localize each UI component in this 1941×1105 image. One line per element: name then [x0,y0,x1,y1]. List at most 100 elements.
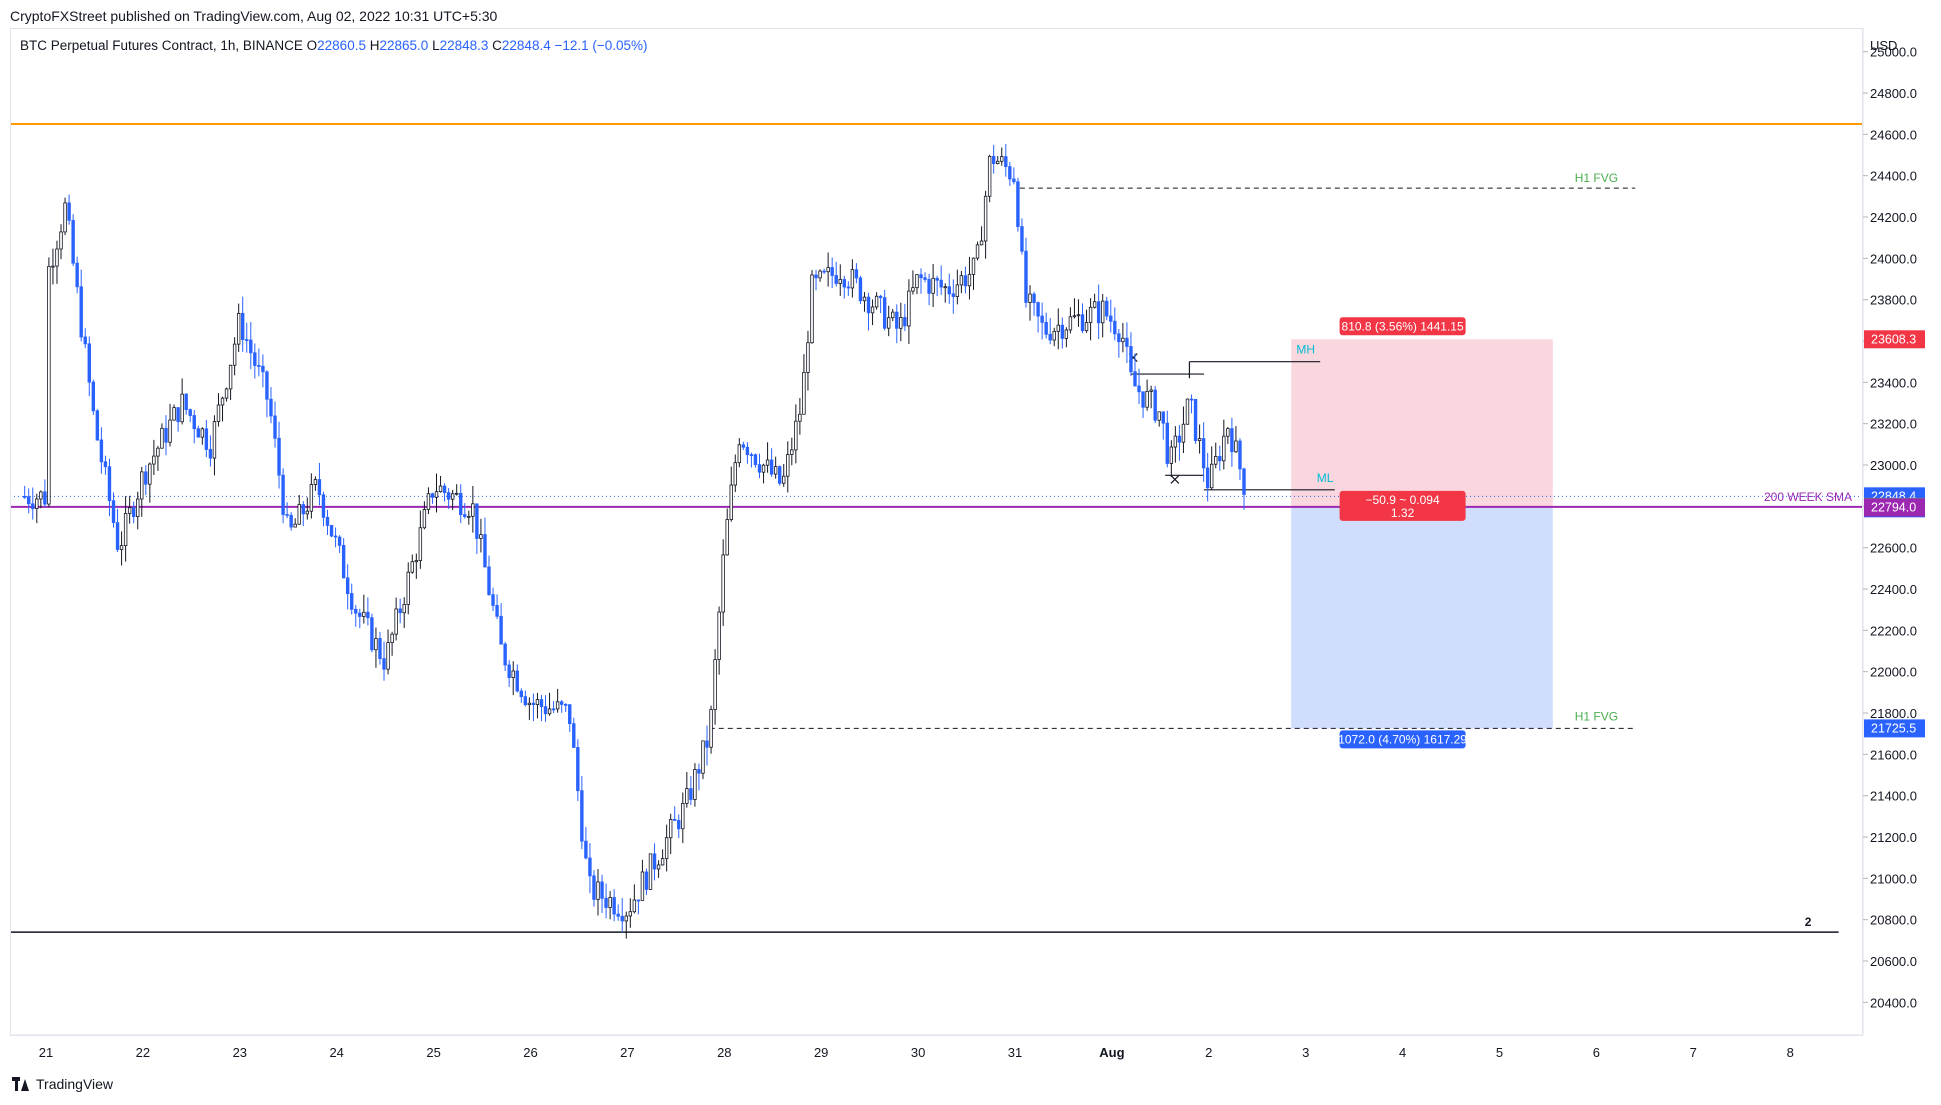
candle-body [927,279,931,294]
candle-body [685,788,689,804]
candle-body [604,897,608,908]
candle-body [531,702,536,705]
target-zone [1291,339,1553,507]
price-tag [1864,498,1925,517]
candle-body [628,911,633,917]
y-tick-label: 23000.0 [1870,458,1917,473]
candle-body [1044,321,1048,335]
candle-body [991,156,996,164]
sma-200w-label: 200 WEEK SMA [1764,490,1852,504]
change-value: −12.1 (−0.05%) [554,38,648,53]
candle-body [446,492,451,500]
y-tick-label: 24600.0 [1870,127,1917,142]
candle-body [777,466,782,484]
y-tick-label: 21600.0 [1870,747,1917,762]
candle-body [987,156,992,197]
y-tick-label: 23200.0 [1870,417,1917,432]
x-tick-label: 28 [717,1045,731,1060]
candle-body [600,881,604,899]
candle-body [35,498,39,510]
candle-body [915,274,919,289]
candle-body [426,493,431,510]
x-tick-label: 6 [1593,1045,1600,1060]
candle-body [224,388,229,399]
candle-body [971,257,976,275]
candle-body [1068,316,1073,331]
candle-body [535,699,540,705]
candle-body [1193,398,1198,442]
candle-body [1201,438,1206,469]
y-tick-label: 21000.0 [1870,871,1917,886]
candle-body [612,897,616,915]
candle-body [1012,178,1016,183]
candle-body [741,444,746,448]
candle-body [479,534,483,539]
candle-body [782,475,786,484]
candle-body [148,463,152,485]
x-tick-label: 31 [1008,1045,1022,1060]
candle-body [79,286,83,338]
candle-body [737,444,742,464]
y-tick-label: 24800.0 [1870,86,1917,101]
x-tick-label: 29 [814,1045,828,1060]
candle-body [1230,428,1234,453]
candle-body [1040,315,1044,323]
candle-body [71,219,75,264]
open-value: 22860.5 [317,38,366,53]
stop-zone [1291,506,1553,729]
candle-body [47,266,51,505]
candle-body [935,277,939,281]
candle-body [232,343,237,366]
candle-body [955,284,960,297]
candle-body [580,790,584,842]
candle-body [91,381,96,412]
mh-label: MH [1296,343,1315,357]
candle-body [115,522,120,550]
candle-body [293,523,297,528]
candle-body [160,427,164,449]
candle-body [180,393,184,423]
candle-body [1185,398,1190,425]
candle-body [329,525,334,537]
candle-body [668,819,673,839]
ml-label: ML [1317,471,1334,485]
candle-body [903,317,907,327]
open-label: O [306,38,318,53]
candle-body [297,504,301,525]
candle-body [757,464,762,473]
candle-body [576,747,580,792]
candle-body [891,311,895,319]
candle-body [1096,301,1101,324]
candle-body [1008,166,1012,180]
candle-body [99,439,104,463]
candle-body [111,500,116,524]
candle-body [519,690,523,698]
candle-body [204,428,209,450]
candle-body [1205,467,1210,489]
candle-body [313,479,318,485]
candle-body [1113,320,1117,335]
target-label-text: 810.8 (3.56%) 1441.15 [1342,319,1464,333]
candle-body [438,485,443,493]
price-chart[interactable]: USD20400.020600.020800.021000.021200.021… [0,0,1941,1072]
candle-body [1129,346,1133,373]
candle-body [810,274,814,344]
candle-body [131,507,136,517]
candle-body [176,407,180,423]
candle-body [321,494,326,518]
candle-body [22,496,27,498]
candle-body [850,269,855,289]
candle-body [1000,156,1004,162]
candle-body [596,881,600,900]
publication-info: CryptoFXStreet published on TradingView.… [10,8,498,24]
candle-body [228,364,233,390]
candle-body [386,642,390,670]
candle-body [491,594,495,606]
price-tag-text: 22794.0 [1871,501,1916,515]
candle-body [1109,315,1113,322]
candle-body [636,899,641,902]
candle-body [818,270,822,279]
candle-body [31,503,35,510]
candle-body [301,504,305,515]
y-tick-label: 22000.0 [1870,665,1917,680]
